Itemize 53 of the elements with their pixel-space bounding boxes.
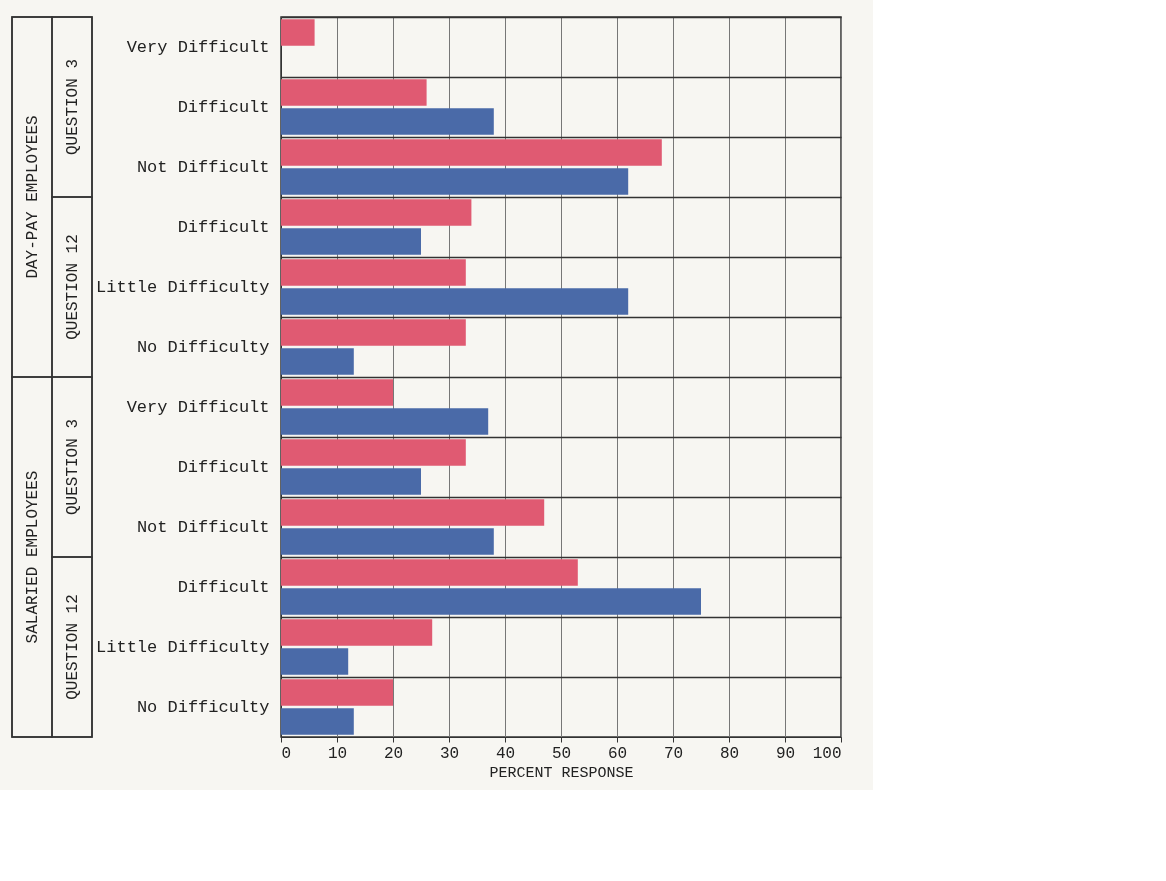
x-tick-label: 10 — [327, 744, 348, 763]
bar — [281, 708, 354, 735]
bar — [281, 228, 421, 255]
y-tick-label: Very Difficult — [126, 398, 270, 417]
bar — [281, 439, 466, 466]
x-tick-label: 50 — [551, 744, 572, 763]
bar — [281, 559, 578, 586]
y-tick-label: Difficult — [177, 578, 270, 597]
x-tick-label: 0 — [281, 744, 292, 763]
x-tick-label: 90 — [775, 744, 796, 763]
x-tick-label: 70 — [663, 744, 684, 763]
x-axis-title: PERCENT RESPONSE — [489, 764, 634, 782]
x-tick-label: 100 — [812, 744, 842, 763]
bar — [281, 19, 315, 46]
y-tick-label: Difficult — [177, 98, 270, 117]
bar — [281, 199, 472, 226]
y-tick-label: Little Difficulty — [96, 638, 270, 657]
x-tick-label: 30 — [439, 744, 460, 763]
bar — [281, 648, 349, 675]
y-tick-label: Not Difficult — [136, 158, 270, 177]
bar — [281, 319, 466, 346]
x-tick-label: 60 — [607, 744, 628, 763]
x-tick-label: 20 — [383, 744, 404, 763]
y-tick-label: Difficult — [177, 458, 270, 477]
text: QUESTION 12 — [64, 594, 82, 700]
bar — [281, 259, 466, 286]
y-tick-label: Little Difficulty — [96, 278, 270, 297]
text: DAY-PAY EMPLOYEES — [24, 115, 42, 279]
y-tick-label: Difficult — [177, 218, 270, 237]
x-tick-label: 80 — [719, 744, 740, 763]
y-tick-label: Not Difficult — [136, 518, 270, 537]
bar — [281, 168, 629, 195]
bar — [281, 348, 354, 375]
y-tick-label: No Difficulty — [136, 698, 270, 717]
y-tick-label: No Difficulty — [136, 338, 270, 357]
bar — [281, 79, 427, 106]
bar — [281, 139, 662, 166]
bar — [281, 619, 433, 646]
text: QUESTION 3 — [64, 58, 82, 156]
text: QUESTION 3 — [64, 418, 82, 516]
bar — [281, 528, 494, 555]
x-tick-label: 40 — [495, 744, 516, 763]
bar — [281, 588, 701, 615]
bar — [281, 288, 629, 315]
bar — [281, 408, 489, 435]
text: SALARIED EMPLOYEES — [24, 470, 42, 644]
bar — [281, 468, 421, 495]
bar — [281, 379, 393, 406]
bar — [281, 499, 545, 526]
text: QUESTION 12 — [64, 234, 82, 340]
bar — [281, 108, 494, 135]
bar — [281, 679, 393, 706]
y-tick-label: Very Difficult — [126, 38, 270, 57]
